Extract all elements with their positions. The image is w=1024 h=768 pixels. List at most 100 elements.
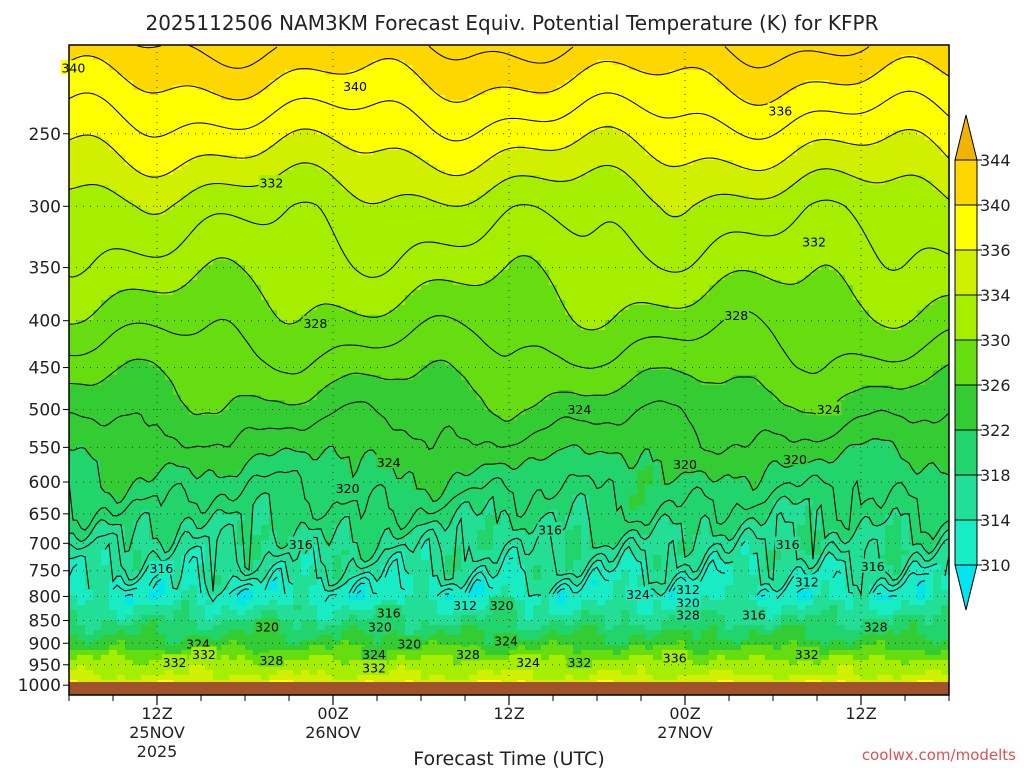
- theta-e-cell: [277, 80, 286, 86]
- theta-e-cell: [909, 220, 918, 226]
- theta-e-cell: [941, 120, 949, 126]
- theta-e-cell: [437, 205, 446, 211]
- theta-e-cell: [925, 225, 934, 231]
- theta-e-cell: [261, 50, 270, 56]
- theta-e-cell: [293, 235, 302, 241]
- theta-e-cell: [205, 235, 214, 241]
- theta-e-cell: [181, 200, 190, 206]
- theta-e-cell: [637, 45, 646, 51]
- theta-e-cell: [189, 190, 198, 196]
- theta-e-cell: [581, 150, 590, 156]
- theta-e-cell: [309, 245, 318, 251]
- theta-e-cell: [253, 155, 262, 161]
- theta-e-cell: [317, 75, 326, 81]
- theta-e-cell: [549, 210, 558, 216]
- theta-e-cell: [693, 255, 702, 261]
- theta-e-cell: [85, 215, 94, 221]
- theta-e-cell: [797, 215, 806, 221]
- theta-e-cell: [733, 135, 742, 141]
- theta-e-cell: [925, 265, 934, 271]
- theta-e-cell: [301, 45, 310, 51]
- theta-e-cell: [173, 225, 182, 231]
- theta-e-cell: [117, 215, 126, 221]
- theta-e-cell: [845, 230, 854, 236]
- theta-e-cell: [469, 65, 478, 71]
- theta-e-cell: [181, 250, 190, 256]
- theta-e-cell: [141, 200, 150, 206]
- theta-e-cell: [253, 225, 262, 231]
- theta-e-cell: [909, 125, 918, 131]
- theta-e-cell: [773, 245, 782, 251]
- theta-e-cell: [693, 235, 702, 241]
- theta-e-cell: [541, 180, 550, 186]
- theta-e-cell: [885, 75, 894, 81]
- theta-e-cell: [885, 80, 894, 86]
- theta-e-cell: [565, 240, 574, 246]
- theta-e-cell: [525, 55, 534, 61]
- theta-e-cell: [813, 190, 822, 196]
- theta-e-cell: [605, 60, 614, 66]
- theta-e-cell: [245, 180, 254, 186]
- theta-e-cell: [429, 70, 438, 76]
- theta-e-cell: [605, 170, 614, 176]
- theta-e-cell: [741, 245, 750, 251]
- theta-e-cell: [861, 210, 870, 216]
- theta-e-cell: [661, 55, 670, 61]
- theta-e-cell: [861, 110, 870, 116]
- theta-e-cell: [861, 45, 870, 51]
- theta-e-cell: [853, 195, 862, 201]
- theta-e-cell: [805, 145, 814, 151]
- theta-e-cell: [357, 190, 366, 196]
- theta-e-cell: [813, 265, 822, 271]
- theta-e-cell: [581, 175, 590, 181]
- theta-e-cell: [701, 115, 710, 121]
- theta-e-cell: [837, 105, 846, 111]
- theta-e-cell: [837, 150, 846, 156]
- theta-e-cell: [437, 235, 446, 241]
- theta-e-cell: [685, 245, 694, 251]
- theta-e-cell: [645, 60, 654, 66]
- theta-e-cell: [693, 130, 702, 136]
- theta-e-cell: [645, 70, 654, 76]
- theta-e-cell: [165, 190, 174, 196]
- theta-e-cell: [805, 95, 814, 101]
- theta-e-cell: [781, 250, 790, 256]
- theta-e-cell: [581, 120, 590, 126]
- theta-e-cell: [837, 230, 846, 236]
- theta-e-cell: [69, 160, 78, 166]
- theta-e-cell: [461, 250, 470, 256]
- theta-e-cell: [117, 260, 126, 266]
- theta-e-cell: [637, 255, 646, 261]
- theta-e-cell: [181, 135, 190, 141]
- theta-e-cell: [317, 180, 326, 186]
- theta-e-cell: [573, 220, 582, 226]
- theta-e-cell: [645, 210, 654, 216]
- theta-e-cell: [765, 130, 774, 136]
- theta-e-cell: [69, 175, 78, 181]
- theta-e-cell: [517, 75, 526, 81]
- theta-e-cell: [501, 145, 510, 151]
- theta-e-cell: [357, 185, 366, 191]
- theta-e-cell: [773, 235, 782, 241]
- theta-e-cell: [293, 120, 302, 126]
- theta-e-cell: [837, 130, 846, 136]
- theta-e-cell: [189, 250, 198, 256]
- theta-e-cell: [589, 220, 598, 226]
- theta-e-cell: [189, 135, 198, 141]
- theta-e-cell: [77, 180, 86, 186]
- theta-e-cell: [205, 115, 214, 121]
- theta-e-cell: [157, 160, 166, 166]
- theta-e-cell: [765, 230, 774, 236]
- theta-e-cell: [253, 110, 262, 116]
- theta-e-cell: [661, 225, 670, 231]
- theta-e-cell: [461, 140, 470, 146]
- theta-e-cell: [349, 255, 358, 261]
- theta-e-cell: [485, 100, 494, 106]
- theta-e-cell: [733, 175, 742, 181]
- theta-e-cell: [133, 45, 142, 51]
- theta-e-cell: [653, 235, 662, 241]
- theta-e-cell: [213, 110, 222, 116]
- theta-e-cell: [605, 225, 614, 231]
- theta-e-cell: [853, 155, 862, 161]
- theta-e-cell: [613, 190, 622, 196]
